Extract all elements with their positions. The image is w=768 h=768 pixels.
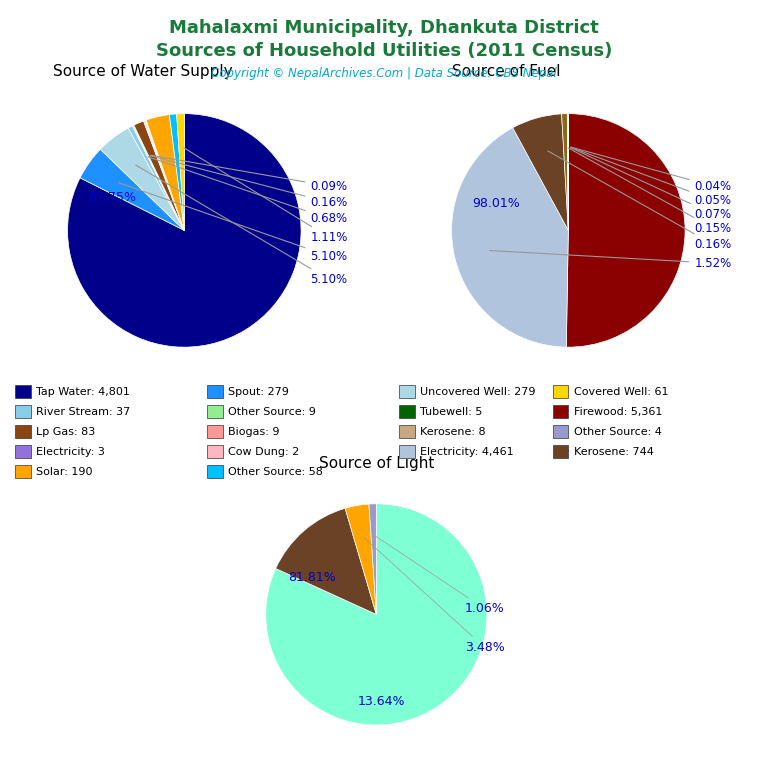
Text: 0.09%: 0.09%	[151, 155, 347, 193]
Text: Electricity: 3: Electricity: 3	[36, 446, 105, 457]
Wedge shape	[513, 114, 568, 230]
Wedge shape	[68, 114, 301, 347]
Wedge shape	[266, 504, 487, 725]
Wedge shape	[101, 128, 184, 230]
Wedge shape	[561, 114, 568, 230]
Wedge shape	[146, 114, 184, 230]
Text: Source of Water Supply: Source of Water Supply	[53, 65, 233, 79]
Wedge shape	[80, 149, 184, 230]
Text: 1.52%: 1.52%	[489, 250, 732, 270]
Text: Biogas: 9: Biogas: 9	[228, 426, 280, 437]
Text: Spout: 279: Spout: 279	[228, 386, 289, 397]
Text: Lp Gas: 83: Lp Gas: 83	[36, 426, 95, 437]
Text: 13.64%: 13.64%	[358, 695, 406, 708]
Wedge shape	[134, 121, 184, 230]
Text: Mahalaxmi Municipality, Dhankuta District: Mahalaxmi Municipality, Dhankuta Distric…	[169, 19, 599, 37]
Text: 1.06%: 1.06%	[376, 536, 505, 615]
Wedge shape	[369, 504, 376, 614]
Text: Sources of Household Utilities (2011 Census): Sources of Household Utilities (2011 Cen…	[156, 42, 612, 60]
Text: River Stream: 37: River Stream: 37	[36, 406, 131, 417]
Text: Tap Water: 4,801: Tap Water: 4,801	[36, 386, 130, 397]
Wedge shape	[132, 125, 184, 230]
Text: Other Source: 9: Other Source: 9	[228, 406, 316, 417]
Wedge shape	[128, 126, 184, 230]
Text: Other Source: 4: Other Source: 4	[574, 426, 661, 437]
Wedge shape	[134, 125, 184, 230]
Text: 98.01%: 98.01%	[472, 197, 520, 210]
Text: 5.10%: 5.10%	[136, 165, 347, 286]
Wedge shape	[144, 121, 184, 230]
Wedge shape	[452, 127, 568, 347]
Text: 5.10%: 5.10%	[118, 183, 347, 263]
Text: Solar: 190: Solar: 190	[36, 466, 93, 477]
Wedge shape	[177, 114, 184, 230]
Wedge shape	[566, 114, 685, 347]
Text: Kerosene: 744: Kerosene: 744	[574, 446, 654, 457]
Wedge shape	[276, 508, 376, 614]
Text: 0.04%: 0.04%	[571, 147, 731, 193]
Title: Source of Light: Source of Light	[319, 456, 434, 471]
Text: 0.16%: 0.16%	[150, 156, 348, 209]
Wedge shape	[170, 114, 184, 230]
Text: 1.11%: 1.11%	[184, 148, 348, 244]
Text: Uncovered Well: 279: Uncovered Well: 279	[420, 386, 535, 397]
Wedge shape	[145, 120, 184, 230]
Text: 81.81%: 81.81%	[288, 571, 336, 584]
Wedge shape	[345, 504, 376, 614]
Text: 0.05%: 0.05%	[571, 147, 731, 207]
Wedge shape	[146, 120, 184, 230]
Text: 0.15%: 0.15%	[568, 147, 731, 234]
Text: Kerosene: 8: Kerosene: 8	[420, 426, 485, 437]
Text: 87.75%: 87.75%	[88, 191, 136, 204]
Text: Firewood: 5,361: Firewood: 5,361	[574, 406, 662, 417]
Text: Covered Well: 61: Covered Well: 61	[574, 386, 668, 397]
Text: Other Source: 58: Other Source: 58	[228, 466, 323, 477]
Text: Copyright © NepalArchives.Com | Data Source: CBS Nepal: Copyright © NepalArchives.Com | Data Sou…	[211, 67, 557, 80]
Text: 3.48%: 3.48%	[364, 538, 505, 654]
Wedge shape	[144, 121, 184, 230]
Text: Electricity: 4,461: Electricity: 4,461	[420, 446, 514, 457]
Text: 0.68%: 0.68%	[148, 157, 347, 225]
Text: Source of Fuel: Source of Fuel	[452, 65, 560, 79]
Text: Tubewell: 5: Tubewell: 5	[420, 406, 482, 417]
Text: 0.07%: 0.07%	[571, 147, 731, 220]
Text: 0.16%: 0.16%	[548, 151, 732, 251]
Text: Cow Dung: 2: Cow Dung: 2	[228, 446, 300, 457]
